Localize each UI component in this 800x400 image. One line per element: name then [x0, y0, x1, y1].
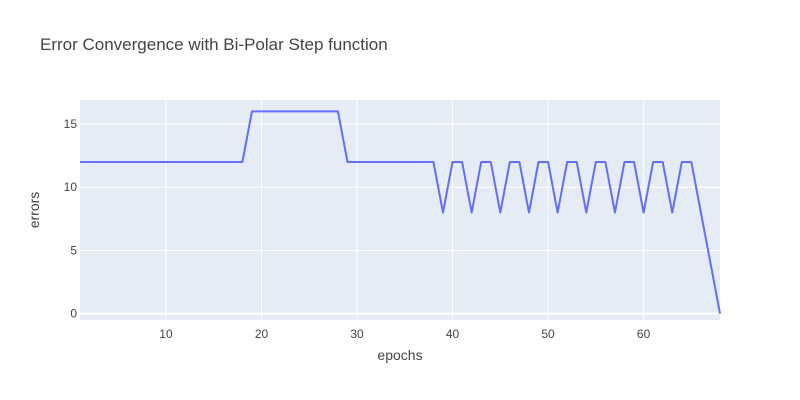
- x-tick-label: 20: [255, 327, 269, 341]
- x-tick-label: 50: [541, 327, 555, 341]
- x-tick-label: 30: [350, 327, 364, 341]
- x-tick-label: 60: [637, 327, 651, 341]
- plot-area: [80, 100, 720, 320]
- y-tick-label: 0: [70, 307, 77, 321]
- y-tick-label: 5: [70, 243, 77, 257]
- x-axis-ticks: 10 20 30 40 50 60: [159, 327, 650, 341]
- y-axis-title: errors: [26, 192, 42, 229]
- x-tick-label: 40: [446, 327, 460, 341]
- series-layer: [80, 110, 721, 314]
- y-tick-label: 15: [64, 117, 78, 131]
- series-line-0: [80, 110, 721, 314]
- x-tick-label: 10: [159, 327, 173, 341]
- y-tick-label: 10: [64, 180, 78, 194]
- chart-title: Error Convergence with Bi-Polar Step fun…: [40, 35, 388, 54]
- x-axis-title: epochs: [377, 347, 422, 363]
- y-axis-ticks: 0 5 10 15: [64, 117, 78, 321]
